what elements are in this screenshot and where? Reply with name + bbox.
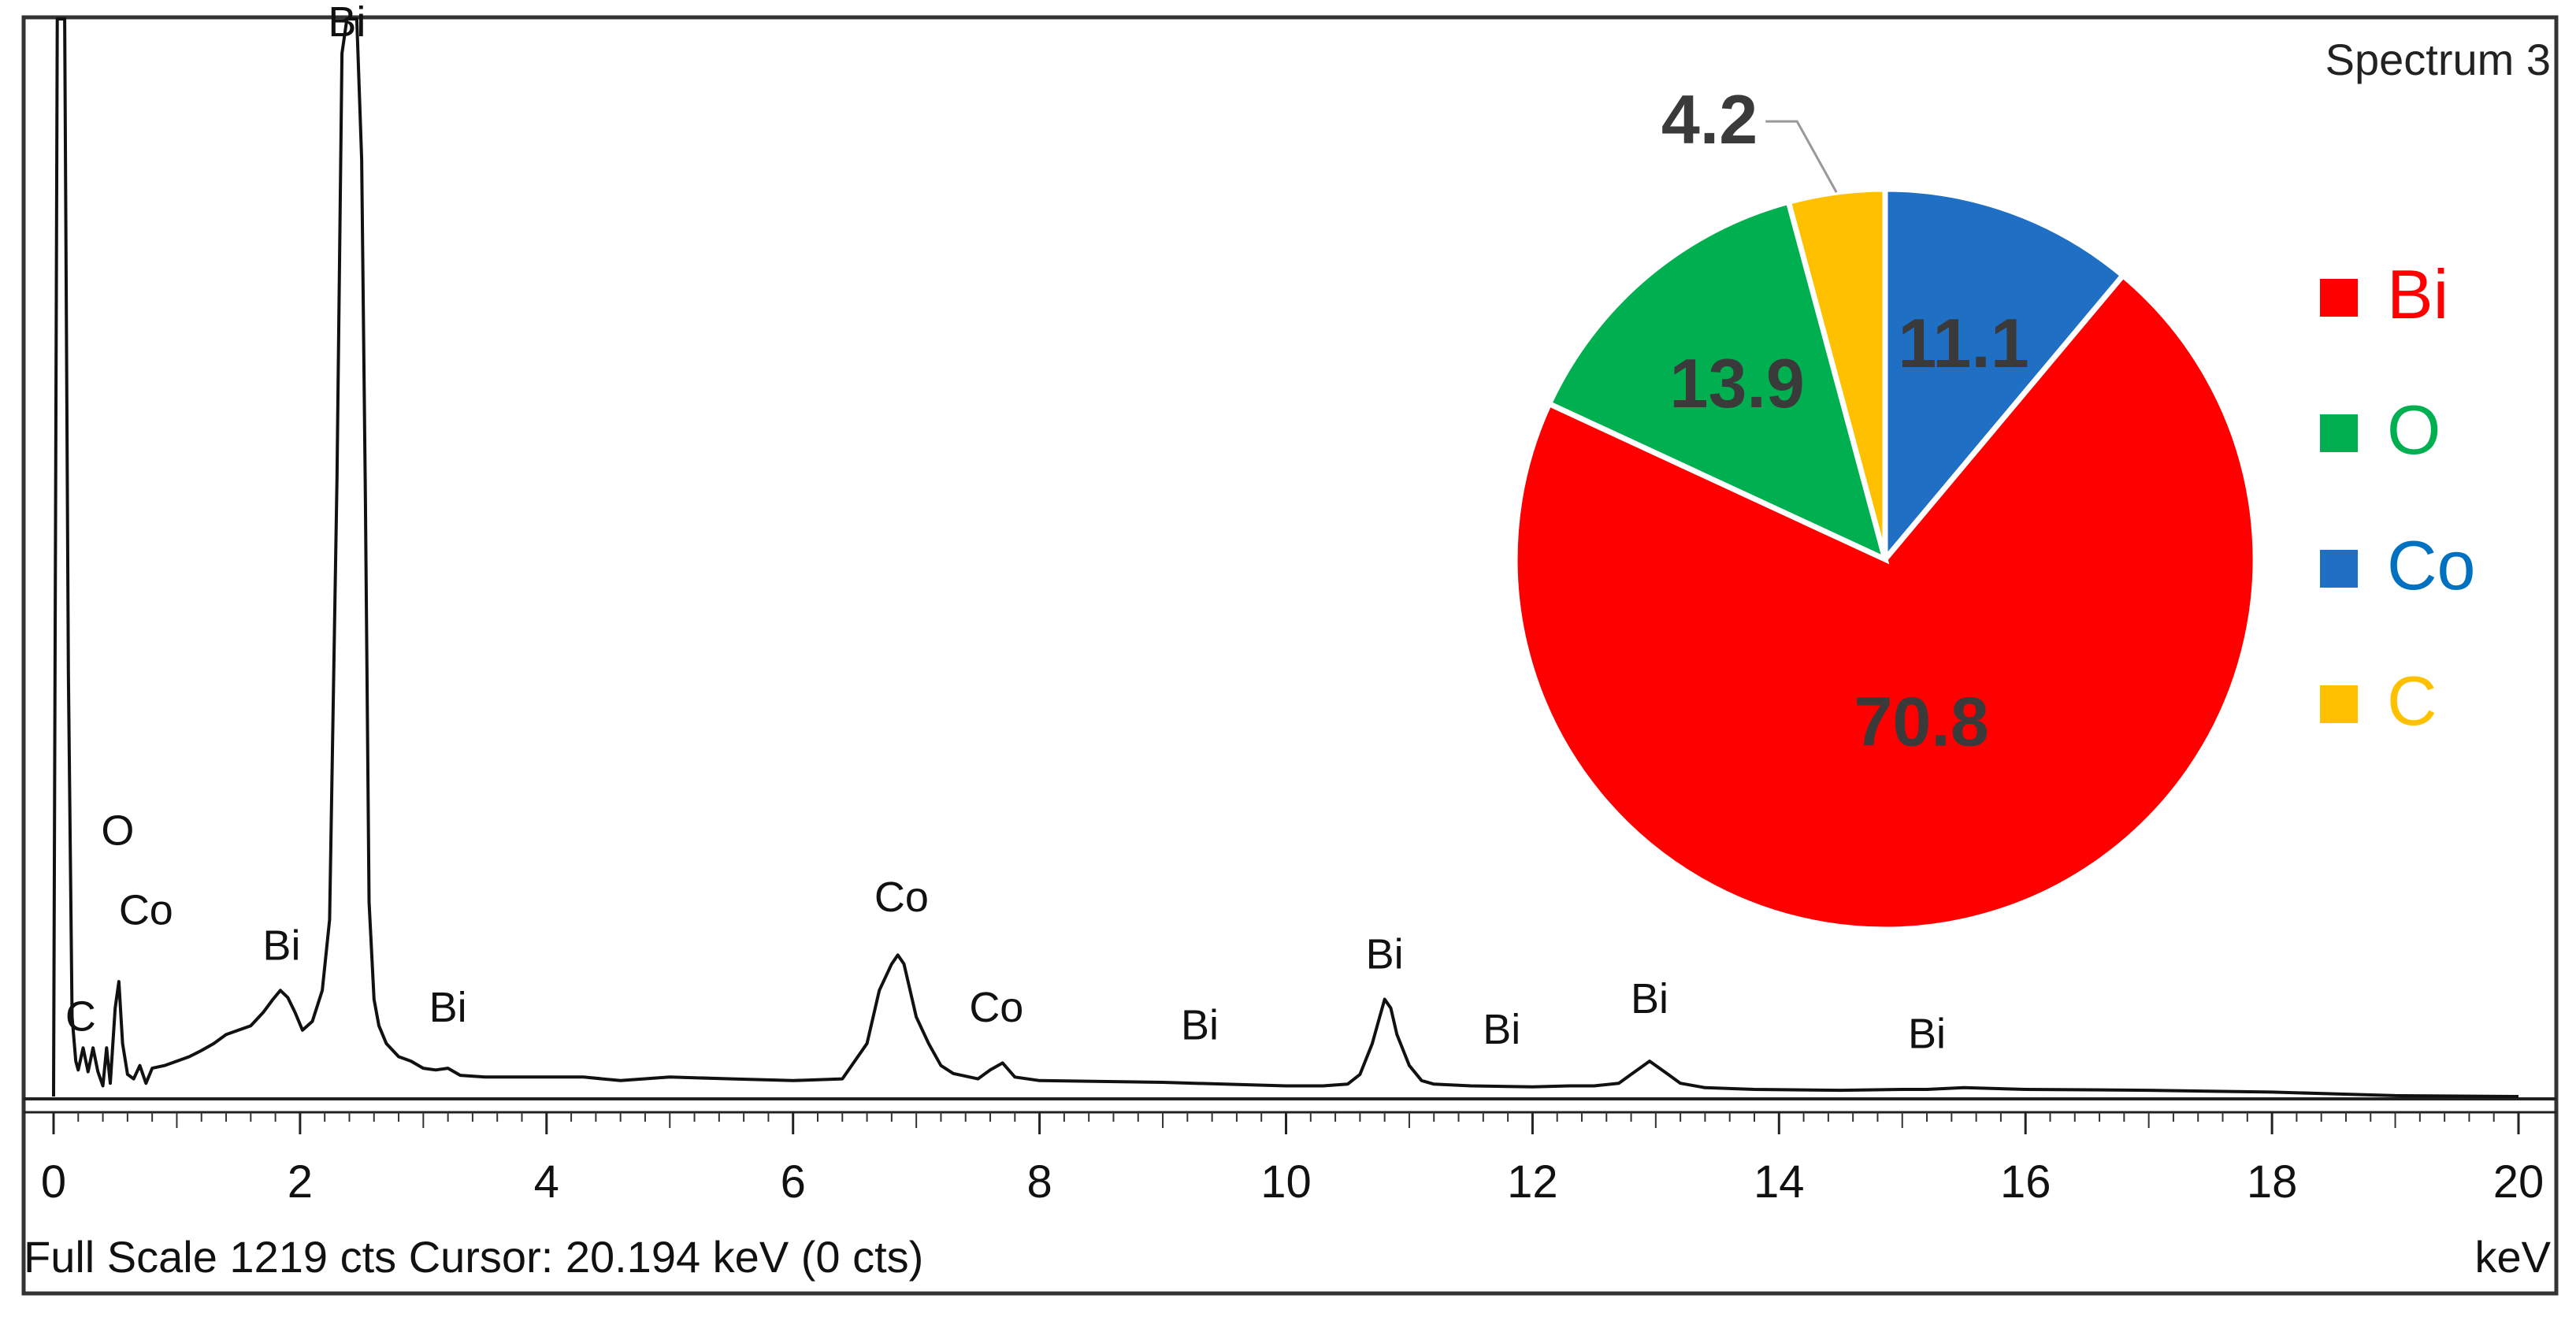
pie-slice-c bbox=[1785, 186, 1888, 560]
legend-label-co: Co bbox=[2387, 526, 2476, 604]
legend-swatch-o bbox=[2320, 414, 2358, 452]
peak-labels: O Co C Bi Bi Bi Co Co Bi Bi Bi Bi Bi bbox=[65, 0, 1946, 1058]
peak-label-bi: Bi bbox=[1631, 975, 1668, 1022]
legend-label-o: O bbox=[2387, 391, 2441, 469]
legend-swatch-c bbox=[2320, 685, 2358, 723]
peak-label-bi: Bi bbox=[1483, 1006, 1520, 1053]
x-tick-label: 2 bbox=[288, 1156, 313, 1208]
footer-status: Full Scale 1219 cts Cursor: 20.194 keV (… bbox=[24, 1232, 923, 1282]
pie-slice-bi bbox=[1512, 271, 2259, 933]
peak-label-bi: Bi bbox=[429, 984, 467, 1031]
x-tick-label: 12 bbox=[1507, 1156, 1558, 1208]
peak-label-bi: Bi bbox=[1908, 1011, 1946, 1058]
unit-label: keV bbox=[2475, 1232, 2552, 1282]
x-tick-label: 14 bbox=[1754, 1156, 1805, 1208]
peak-label-bi: Bi bbox=[328, 0, 366, 46]
x-tick-label: 8 bbox=[1026, 1156, 1052, 1208]
peak-label-co: Co bbox=[119, 887, 173, 934]
legend-swatch-bi bbox=[2320, 279, 2358, 317]
spectrum-title: Spectrum 3 bbox=[2325, 35, 2551, 84]
peak-label-bi: Bi bbox=[1181, 1001, 1219, 1048]
x-tick-label: 16 bbox=[2000, 1156, 2051, 1208]
peak-label-c: C bbox=[65, 993, 96, 1040]
pie-value-label-o: 13.9 bbox=[1670, 344, 1805, 422]
x-tick-label: 20 bbox=[2493, 1156, 2544, 1208]
pie-slice-co bbox=[1882, 186, 2127, 567]
pie-slice-o bbox=[1545, 199, 1890, 565]
x-tick-label: 0 bbox=[41, 1156, 66, 1208]
legend-label-bi: Bi bbox=[2387, 255, 2448, 333]
x-tick-label: 6 bbox=[781, 1156, 806, 1208]
pie-legend: Bi O Co C bbox=[2320, 255, 2476, 740]
peak-label-bi: Bi bbox=[262, 922, 300, 969]
peak-label-o: O bbox=[101, 807, 134, 855]
pie-leader-line bbox=[1765, 120, 1838, 193]
x-tick-label: 4 bbox=[534, 1156, 559, 1208]
spectrum-trace-group bbox=[52, 17, 2519, 1098]
spectrum-trace bbox=[52, 17, 2519, 1098]
pie-value-label-co: 11.1 bbox=[1898, 304, 2029, 382]
peak-label-bi: Bi bbox=[1366, 931, 1404, 978]
legend-label-c: C bbox=[2387, 662, 2437, 740]
pie-value-label-c: 4.2 bbox=[1661, 80, 1758, 158]
x-tick-label: 10 bbox=[1260, 1156, 1312, 1208]
pie-value-label-bi: 70.8 bbox=[1854, 682, 1988, 760]
x-tick-label: 18 bbox=[2247, 1156, 2298, 1208]
peak-label-co: Co bbox=[874, 874, 929, 921]
x-axis-ticks: 0 2 4 6 8 10 12 14 16 18 20 bbox=[41, 1112, 2544, 1208]
legend-swatch-co bbox=[2320, 550, 2358, 588]
peak-label-co: Co bbox=[969, 984, 1023, 1031]
composition-pie: 70.8 13.9 11.1 4.2 bbox=[1512, 80, 2259, 933]
